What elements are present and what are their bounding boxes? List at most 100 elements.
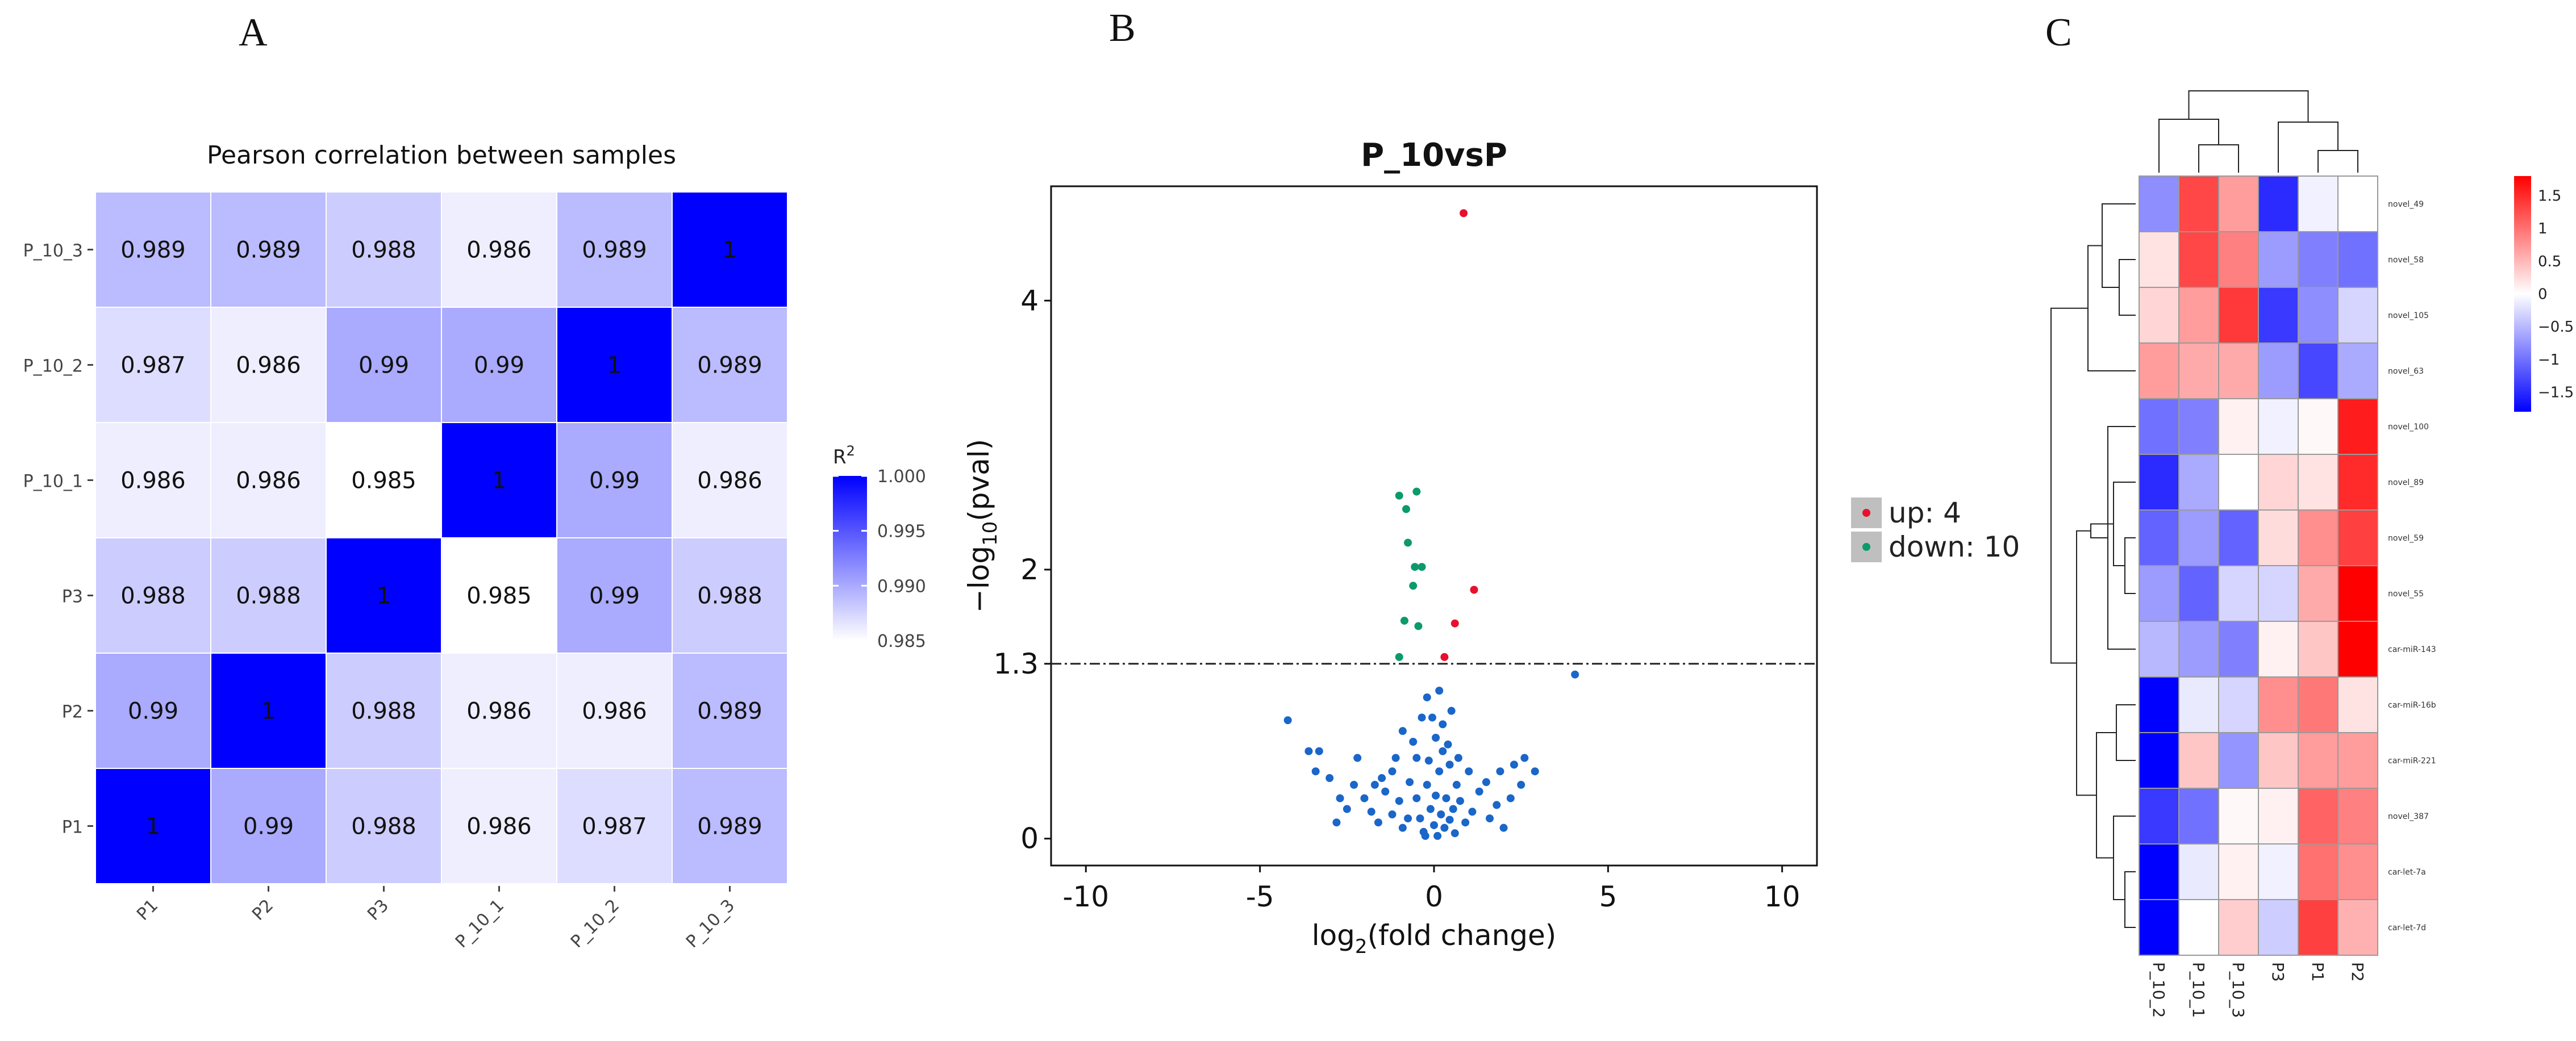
colorbar-c-tick-label: −0.5 xyxy=(2538,319,2574,336)
heatmap-a-cell: 0.987 xyxy=(95,307,211,423)
volcano-point-ns xyxy=(1381,787,1390,796)
heatmap-a-cell: 0.989 xyxy=(556,191,673,308)
dendrogram-col-link xyxy=(2198,144,2239,173)
colorbar-c-tick-label: 1.5 xyxy=(2538,188,2561,205)
heatmap-c-cell xyxy=(2139,175,2179,232)
heatmap-c-cell xyxy=(2258,231,2299,288)
chart-b-ylabel: −log10(pval) xyxy=(962,439,1002,613)
heatmap-a-cell-value: 1 xyxy=(607,353,622,379)
heatmap-a-cell: 0.99 xyxy=(441,307,557,423)
heatmap-c-cell xyxy=(2298,788,2339,844)
legend-item-down: down: 10 xyxy=(1851,530,2020,563)
heatmap-a-cell-rect xyxy=(95,653,211,769)
volcano-point-down xyxy=(1418,563,1426,571)
heatmap-c-cell xyxy=(2298,565,2339,622)
heatmap-c-cell xyxy=(2337,676,2378,733)
colorbar-a-tick-label: 0.990 xyxy=(877,576,926,596)
volcano-point-ns xyxy=(1439,720,1447,729)
dendrogram-row-link xyxy=(2124,871,2136,928)
heatmap-c-collabel-p1: P1 xyxy=(2308,962,2327,982)
chart-b-ytick-label: 0 xyxy=(1020,822,1039,855)
volcano-point-ns xyxy=(1350,780,1358,789)
heatmap-c-cell xyxy=(2337,454,2378,511)
volcano-point-ns xyxy=(1452,780,1461,789)
chart-b-xtick-label: 5 xyxy=(1599,880,1617,913)
heatmap-c-cell xyxy=(2218,175,2259,232)
volcano-point-ns xyxy=(1332,818,1341,827)
heatmap-c-cell xyxy=(2258,788,2299,844)
heatmap-c-cell xyxy=(2139,843,2179,900)
heatmap-c-cell xyxy=(2139,621,2179,678)
colorbar-c-tick-label: 0 xyxy=(2538,286,2548,303)
volcano-point-ns xyxy=(1444,740,1452,749)
volcano-plot-chart: P_10vsP 0 1.3 2 4 -10 -5 0 5 10 log2(fold change) −… xyxy=(962,137,1818,958)
heatmap-c-cell xyxy=(2218,287,2259,344)
heatmap-a-ylabel-p-10-3: P_10_3 xyxy=(23,241,83,261)
volcano-point-ns xyxy=(1517,780,1525,789)
heatmap-c-rowlabel-car-mir-16b: car-miR-16b xyxy=(2388,701,2436,710)
heatmap-c-cell xyxy=(2178,732,2219,789)
heatmap-c-cell xyxy=(2218,454,2259,511)
heatmap-a-cell-value: 0.988 xyxy=(351,699,416,725)
volcano-point-ns xyxy=(1378,774,1386,783)
heatmap-c-cell xyxy=(2139,732,2179,789)
heatmap-a-cell-rect xyxy=(95,768,211,884)
heatmap-c-cell xyxy=(2298,843,2339,900)
heatmap-a-cell-value: 0.988 xyxy=(120,583,186,609)
heatmap-c-cell xyxy=(2298,175,2339,232)
heatmap-a-cell: 0.986 xyxy=(210,307,327,423)
heatmap-c-cell xyxy=(2218,231,2259,288)
heatmap-c-cell xyxy=(2218,676,2259,733)
colorbar-c-tick-label: 1 xyxy=(2538,220,2548,237)
volcano-point-ns xyxy=(1571,670,1579,679)
heatmap-c-cell xyxy=(2139,398,2179,455)
heatmap-a-cell-rect xyxy=(672,653,788,769)
dendrogram-row-link xyxy=(2119,259,2136,316)
heatmap-a-xlabel-p-10-1: P_10_1 xyxy=(452,896,508,952)
volcano-point-ns xyxy=(1445,816,1454,824)
panel-label-b: B xyxy=(1109,6,1136,50)
heatmap-c-cell xyxy=(2258,287,2299,344)
heatmap-a-cell-value: 0.986 xyxy=(582,699,647,725)
heatmap-c-cell xyxy=(2139,676,2179,733)
heatmap-a-cell-value: 0.989 xyxy=(697,699,762,725)
heatmap-c-rowlabel-novel-49: novel_49 xyxy=(2388,200,2424,209)
heatmap-a-cell-rect xyxy=(556,768,673,884)
heatmap-c-rowlabel-novel-63: novel_63 xyxy=(2388,367,2424,376)
dendrogram-row-link xyxy=(2124,537,2136,594)
heatmap-a-cell-rect xyxy=(672,307,788,423)
volcano-point-ns xyxy=(1428,713,1436,722)
volcano-point-down xyxy=(1404,538,1412,547)
heatmap-a-cell-rect xyxy=(441,307,557,423)
volcano-point-down xyxy=(1412,487,1421,496)
volcano-point-ns xyxy=(1391,754,1400,762)
heatmap-a-ylabel-p1: P1 xyxy=(62,818,83,838)
heatmap-a-cell-rect xyxy=(672,537,788,654)
heatmap-a-cell: 0.985 xyxy=(441,537,557,654)
heatmap-c-collabel-p2: P2 xyxy=(2348,962,2367,982)
heatmap-a-cell: 0.986 xyxy=(210,422,327,538)
heatmap-a-cell-rect xyxy=(556,422,673,538)
heatmap-c-cell xyxy=(2139,454,2179,511)
heatmap-a-cell-rect xyxy=(556,537,673,654)
heatmap-c-cell xyxy=(2178,621,2219,678)
panel-label-c: C xyxy=(2045,11,2072,55)
chart-b-ylabel-rest: (pval) xyxy=(962,439,995,521)
heatmap-c-cell xyxy=(2218,509,2259,566)
heatmap-a-cell: 1 xyxy=(672,191,788,308)
heatmap-a-cell: 0.987 xyxy=(556,768,673,884)
heatmap-c-cell xyxy=(2139,231,2179,288)
heatmap-a-cell-value: 1 xyxy=(261,699,276,725)
volcano-point-ns xyxy=(1440,823,1449,832)
heatmap-c-rowlabel-car-let-7a: car-let-7a xyxy=(2388,868,2426,877)
heatmap-c-cell xyxy=(2337,621,2378,678)
heatmap-a-cell: 0.99 xyxy=(95,653,211,769)
volcano-point-ns xyxy=(1367,808,1375,816)
colorbar-a-tick-label: 0.995 xyxy=(877,522,926,542)
heatmap-a-cell: 1 xyxy=(441,422,557,538)
heatmap-a-cell-value: 0.987 xyxy=(582,814,647,840)
heatmap-a-cell-rect xyxy=(326,307,442,423)
heatmap-a-cell: 0.988 xyxy=(95,537,211,654)
volcano-point-ns xyxy=(1388,810,1397,819)
dendrogram-col-link xyxy=(2317,150,2358,173)
